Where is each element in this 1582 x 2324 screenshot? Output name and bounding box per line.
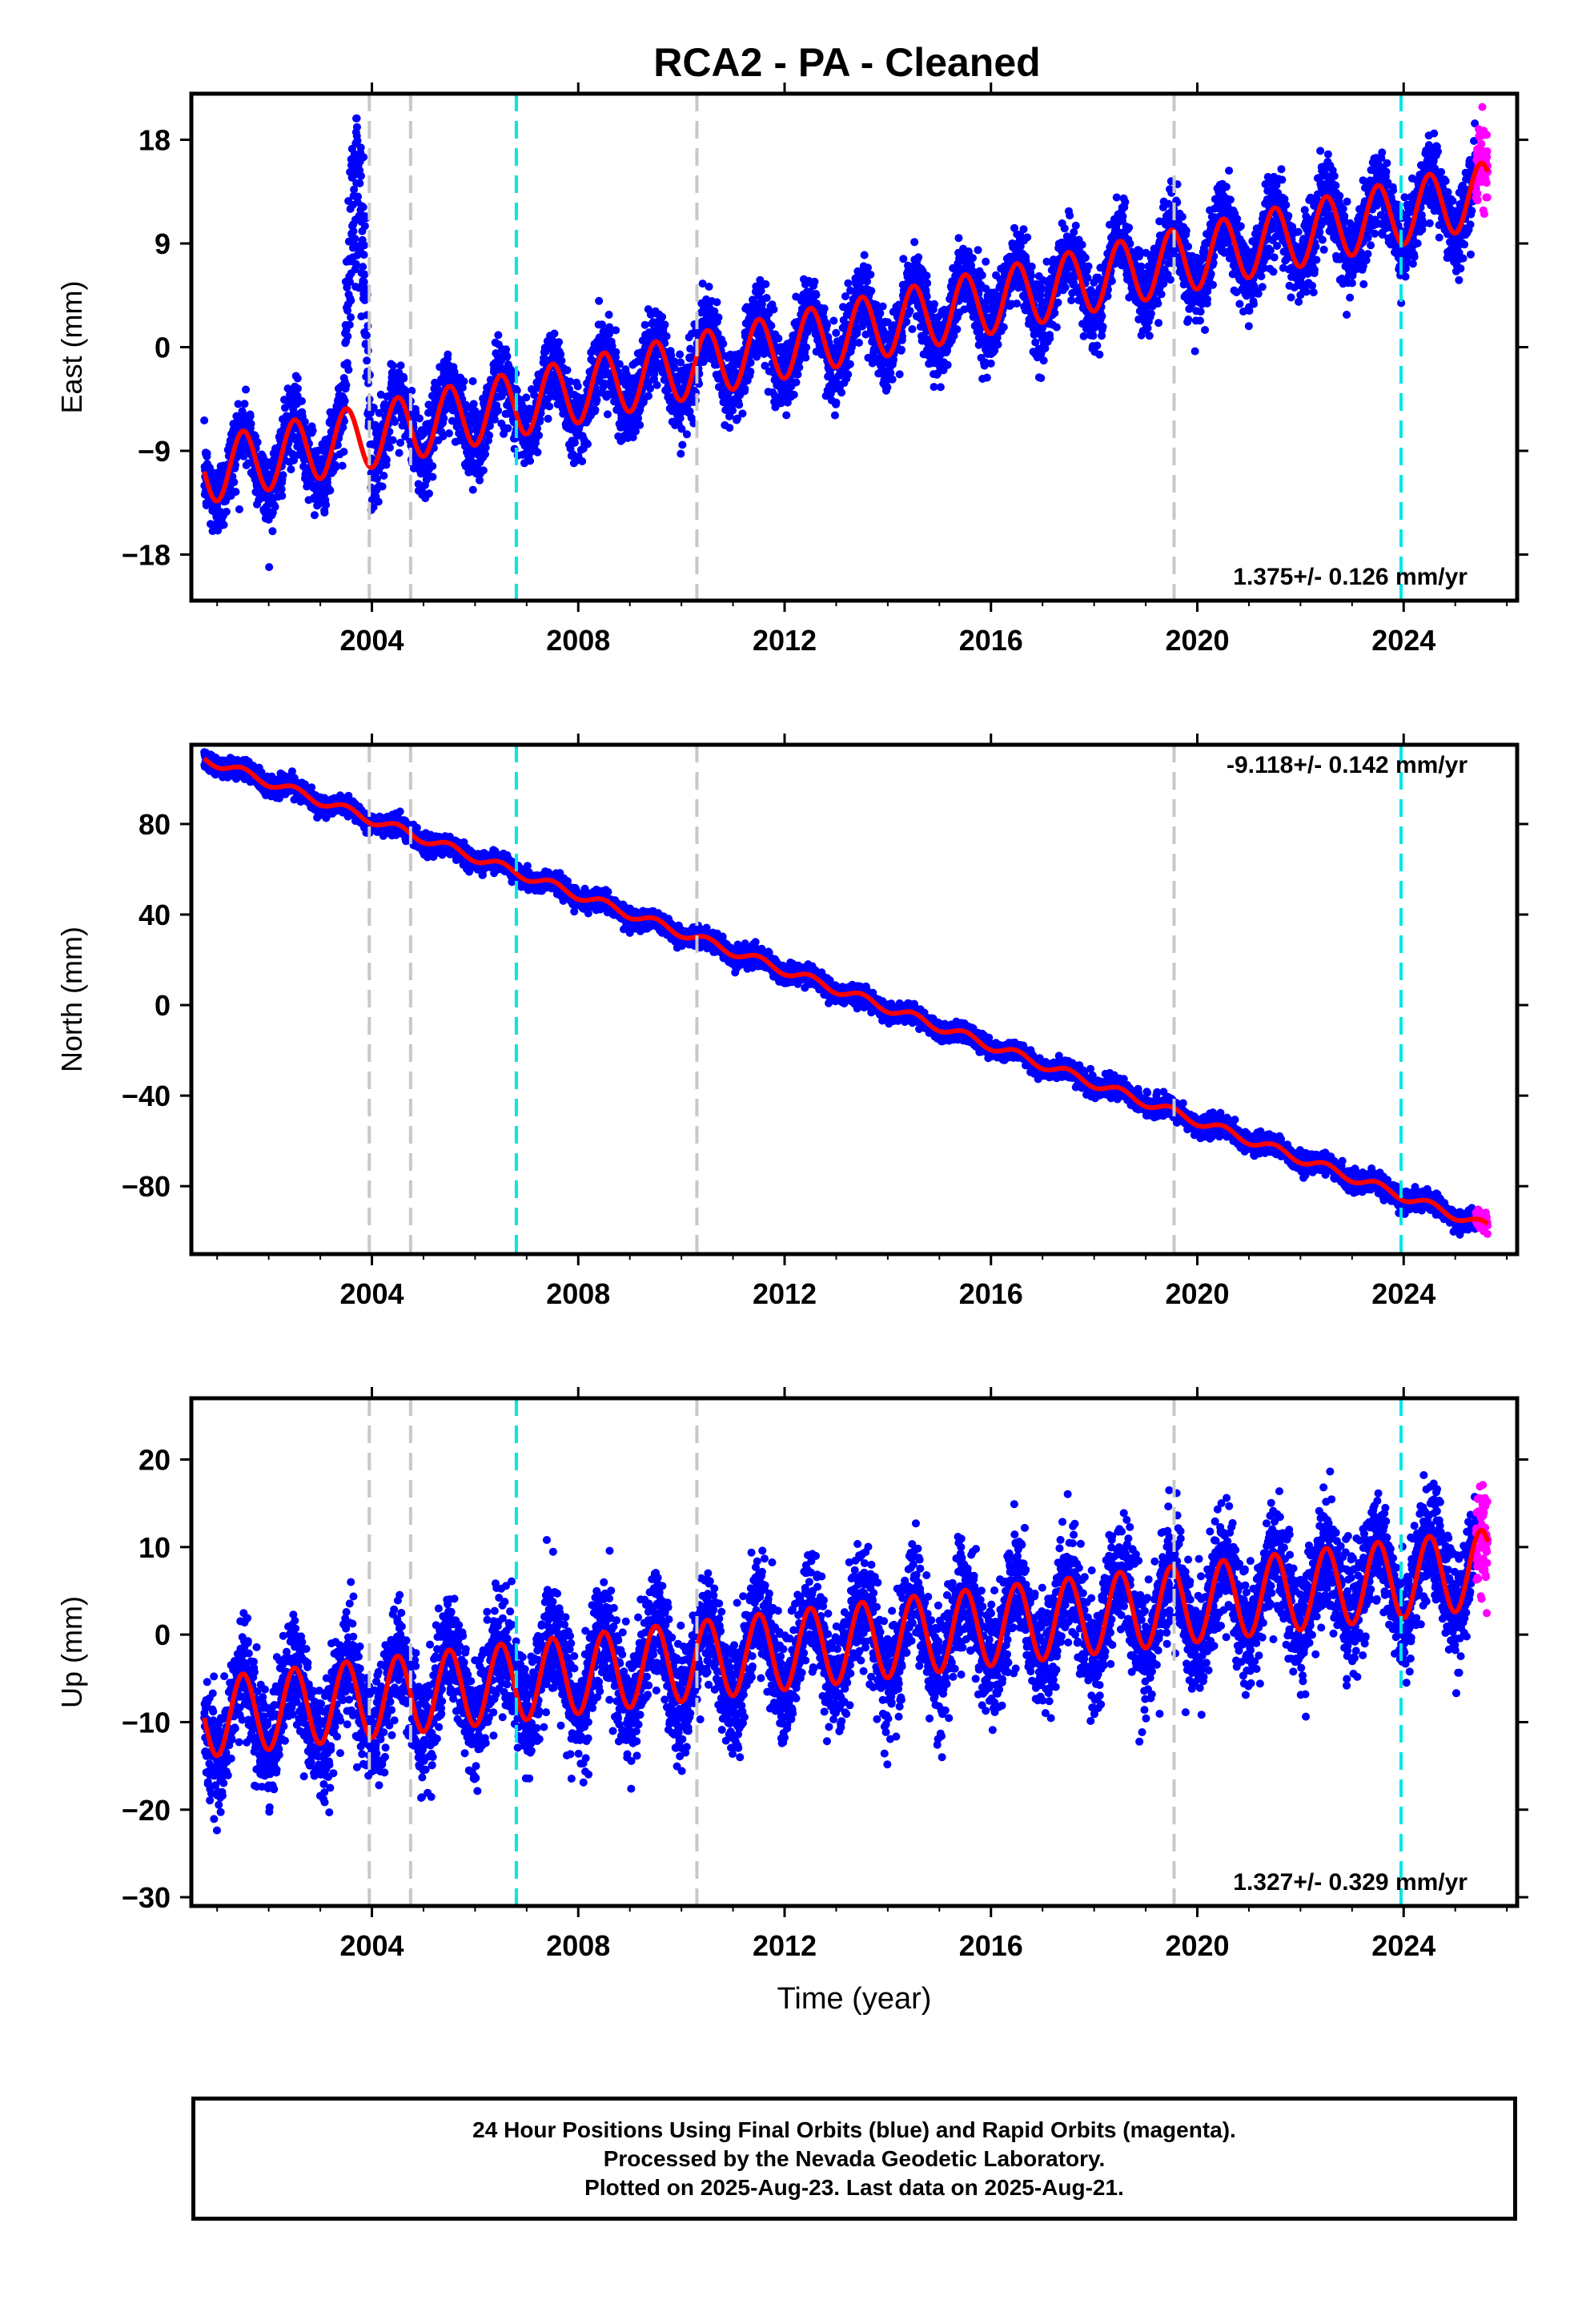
x-tick-label-up-5: 2024 [1371,1929,1435,1962]
x-tick-label-east-3: 2016 [959,624,1023,657]
x-tick-label-north-1: 2008 [546,1277,610,1310]
y-axis-label-north: North (mm) [55,927,88,1072]
x-tick-label-up-1: 2008 [546,1929,610,1962]
plot-frame-north [189,742,1520,1256]
y-tick-label-east-4: 18 [139,124,171,157]
y-axis-label-up: Up (mm) [55,1596,88,1708]
panel-north: 2004 2008 2012 2016 2020 2024 −80 −40 0 40 80 North… [55,734,1528,1310]
x-tick-label-east-5: 2024 [1371,624,1435,657]
y-tick-label-north-4: 80 [139,808,171,841]
x-tick-label-up-3: 2016 [959,1929,1023,1962]
panel-up: 2004 2008 2012 2016 2020 2024 −30 −20 −10 0 10 20 Up… [55,1387,1528,2016]
velocity-rate-label-east: 1.375+/- 0.126 mm/yr [1233,564,1468,590]
y-tick-label-north-2: 0 [155,989,171,1022]
y-tick-label-east-3: 9 [155,227,171,260]
footer-info-box: 24 Hour Positions Using Final Orbits (bl… [191,2097,1517,2221]
x-tick-label-east-1: 2008 [546,624,610,657]
y-tick-label-east-2: 0 [155,332,171,364]
x-tick-label-east-2: 2012 [753,624,817,657]
panel-east: 2004 2008 2012 2016 2020 2024 −18 −9 0 9 18 East (m… [55,82,1528,657]
y-tick-label-north-1: −40 [122,1080,171,1112]
x-tick-label-north-0: 2004 [339,1277,404,1310]
x-tick-label-north-3: 2016 [959,1277,1023,1310]
x-tick-label-east-4: 2020 [1165,624,1229,657]
y-tick-label-up-5: 20 [139,1444,171,1477]
footer-line-processed-by: Processed by the Nevada Geodetic Laborat… [603,2145,1106,2171]
velocity-rate-label-north: -9.118+/- 0.142 mm/yr [1227,752,1468,778]
model-fit-line-east [202,160,1491,504]
footer-line-orbits: 24 Hour Positions Using Final Orbits (bl… [472,2117,1236,2142]
footer-line-plotted-on: Plotted on 2025-Aug-23. Last data on 202… [584,2174,1124,2200]
x-tick-label-north-5: 2024 [1371,1277,1435,1310]
y-tick-label-east-1: −9 [138,435,171,468]
model-fit-line-north [203,756,1490,1226]
y-tick-label-east-0: −18 [122,538,171,571]
y-tick-label-up-2: −10 [122,1706,171,1739]
y-axis-label-east: East (mm) [55,281,88,414]
x-axis-label-up: Time (year) [777,1982,932,2016]
plot-frame-up [189,1396,1520,1908]
y-tick-label-up-4: 10 [139,1531,171,1564]
x-tick-label-east-0: 2004 [339,624,404,657]
data-points-north [200,748,1492,1239]
y-tick-label-up-3: 0 [155,1618,171,1651]
y-tick-label-north-0: −80 [122,1170,171,1203]
y-tick-label-up-1: −20 [122,1794,171,1827]
x-tick-label-north-2: 2012 [753,1277,817,1310]
rapid-orbit-points-up [1472,1481,1492,1618]
data-points-east [200,103,1492,572]
model-fit-line-up [202,1527,1491,1759]
x-tick-label-up-4: 2020 [1165,1929,1229,1962]
x-tick-label-north-4: 2020 [1165,1277,1229,1310]
final-orbit-points-east [200,114,1480,572]
data-points-up [200,1467,1492,1835]
y-tick-label-up-0: −30 [122,1881,171,1914]
chart-title: RCA2 - PA - Cleaned [653,40,1040,85]
velocity-rate-label-up: 1.327+/- 0.329 mm/yr [1233,1869,1468,1896]
x-tick-label-up-0: 2004 [339,1929,404,1962]
x-tick-label-up-2: 2012 [753,1929,817,1962]
final-orbit-points-up [200,1467,1480,1835]
y-tick-label-north-3: 40 [139,899,171,931]
